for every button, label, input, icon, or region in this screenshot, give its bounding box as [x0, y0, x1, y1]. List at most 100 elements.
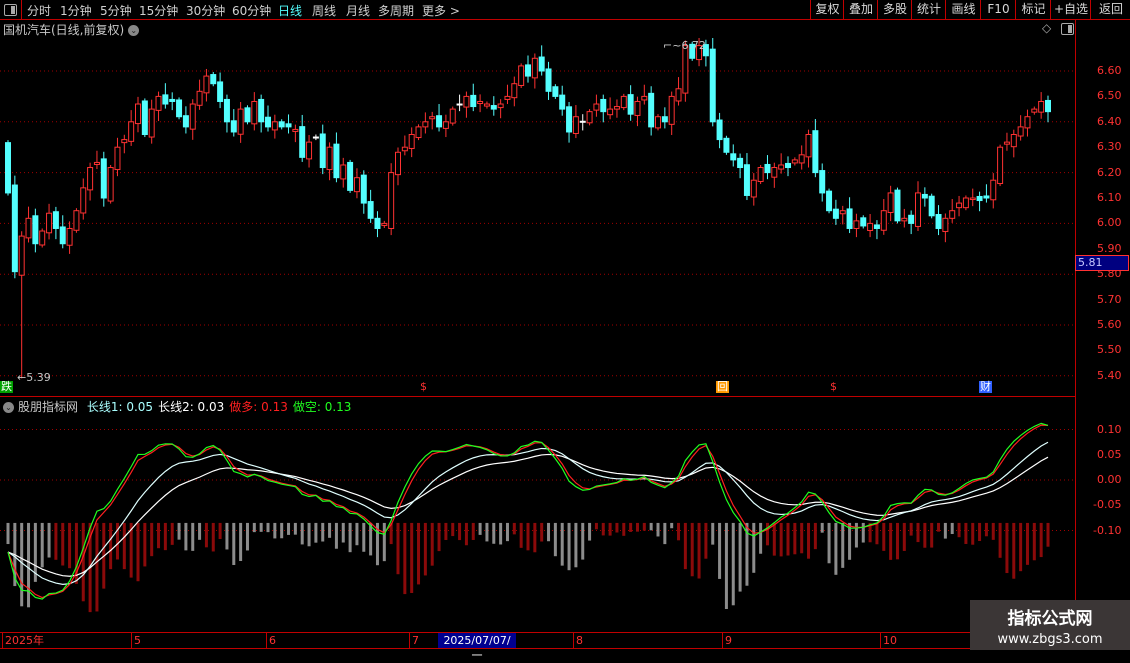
marker-finance[interactable]: 财 [979, 380, 992, 393]
histogram-bar [779, 522, 783, 557]
tab-8[interactable]: 月线 [346, 4, 371, 18]
candle [135, 96, 141, 133]
candle [52, 206, 59, 240]
toolbar-button-3[interactable]: 统计 [911, 0, 946, 19]
histogram-bar [943, 522, 947, 539]
candle [997, 144, 1004, 187]
candle [87, 162, 94, 201]
candle [162, 83, 169, 109]
candle [46, 203, 53, 240]
tab-1[interactable]: 1分钟 [60, 4, 92, 18]
tab-2[interactable]: 5分钟 [100, 4, 132, 18]
candle [531, 53, 538, 89]
indicator-menu-icon[interactable]: ⌄ [3, 402, 14, 413]
date-label: 2025年 [2, 633, 44, 648]
histogram-bar [991, 522, 995, 540]
price-tick-label: 6.60 [1097, 64, 1122, 77]
candle [408, 127, 415, 158]
histogram-bar [841, 522, 845, 568]
tab-7[interactable]: 周线 [312, 4, 337, 18]
tab-10[interactable]: 更多 > [422, 4, 460, 18]
candle [483, 101, 490, 109]
candle [771, 162, 778, 188]
candle [141, 98, 148, 138]
candle [367, 189, 374, 223]
candle [189, 99, 196, 140]
marker-buyback[interactable]: 回 [716, 380, 729, 393]
candle [894, 187, 901, 224]
tab-0[interactable]: 分时 [27, 4, 52, 18]
candle [217, 72, 224, 109]
histogram-bar [1039, 522, 1043, 558]
histogram-bar [252, 522, 256, 533]
candle [743, 153, 750, 201]
candle [737, 153, 744, 179]
layout-toggle-icon[interactable] [1061, 23, 1074, 35]
candle [928, 193, 935, 219]
date-label: 7 [409, 633, 419, 648]
histogram-bar [266, 522, 270, 533]
panel-toggle-button[interactable] [0, 0, 22, 19]
tab-9[interactable]: 多周期 [378, 4, 415, 18]
histogram-bar [724, 522, 728, 610]
date-label: 8 [573, 633, 583, 648]
candle [908, 210, 915, 235]
pane-divider[interactable] [0, 396, 1076, 397]
histogram-bar [115, 522, 119, 560]
toolbar-button-7[interactable]: +自选 [1050, 0, 1091, 19]
price-tick-label: 5.70 [1097, 292, 1122, 306]
candle [429, 111, 436, 130]
candle [18, 231, 25, 379]
histogram-bar [697, 522, 701, 579]
toolbar-button-4[interactable]: 画线 [945, 0, 981, 19]
candle [942, 213, 949, 243]
histogram-bar [738, 522, 742, 592]
low-annotation: ←5.39 [17, 371, 51, 384]
candle [176, 97, 183, 120]
marker-dividend[interactable]: $ [830, 380, 837, 393]
chevron-down-icon[interactable]: ⌄ [128, 25, 140, 36]
histogram-bar [458, 522, 462, 541]
candle [504, 84, 511, 105]
marker-dividend[interactable]: $ [420, 380, 427, 393]
tab-4[interactable]: 30分钟 [186, 4, 226, 18]
histogram-bar [916, 522, 920, 543]
toolbar-button-2[interactable]: 多股 [877, 0, 912, 19]
marker-fall[interactable]: 跌 [0, 380, 13, 393]
histogram-bar [649, 522, 653, 531]
histogram-bar [293, 522, 297, 535]
toolbar-button-1[interactable]: 叠加 [843, 0, 878, 19]
tab-5[interactable]: 60分钟 [232, 4, 272, 18]
toolbar-button-5[interactable]: F10 [980, 0, 1016, 19]
toolbar-button-6[interactable]: 标记 [1015, 0, 1051, 19]
histogram-bar [889, 522, 893, 560]
toolbar-button-0[interactable]: 复权 [810, 0, 844, 19]
chart-title[interactable]: 国机汽车(日线,前复权) ⌄ [3, 21, 140, 38]
diamond-icon[interactable]: ◇ [1042, 21, 1052, 35]
candle [730, 144, 737, 167]
tab-3[interactable]: 15分钟 [139, 4, 179, 18]
candle [682, 40, 689, 102]
histogram-bar [512, 522, 516, 535]
candlestick-chart[interactable] [0, 38, 1075, 395]
histogram-bar [33, 522, 37, 582]
tab-6[interactable]: 日线 [278, 4, 303, 18]
candle [333, 132, 340, 183]
candle [867, 214, 874, 238]
candle [415, 124, 422, 141]
histogram-bar [396, 522, 400, 575]
indicator-chart[interactable] [0, 412, 1075, 632]
histogram-bar [827, 522, 831, 564]
histogram-bar [656, 522, 660, 537]
candle [525, 55, 531, 83]
histogram-bar [122, 522, 126, 570]
histogram-bar [307, 522, 311, 547]
toolbar-button-8[interactable]: 返回 [1090, 0, 1130, 19]
candle [114, 137, 121, 177]
histogram-bar [704, 522, 708, 559]
histogram-bar [225, 522, 229, 550]
histogram-bar [745, 522, 749, 586]
date-axis[interactable]: 2025/07/07/一 2025年 5 6 7 8 9 10 [0, 632, 1130, 662]
histogram-bar [177, 522, 181, 540]
histogram-bar [505, 522, 509, 542]
